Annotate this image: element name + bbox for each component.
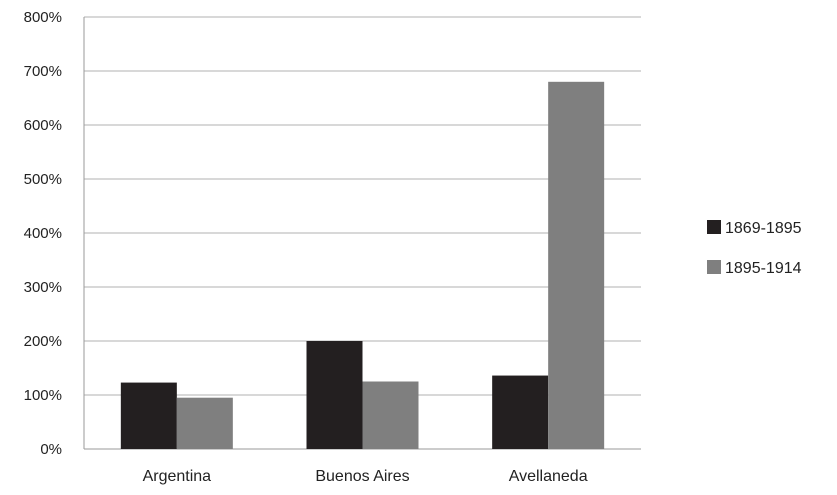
y-tick-label: 800% — [24, 9, 62, 26]
y-tick-label: 0% — [40, 441, 62, 458]
y-tick-label: 100% — [24, 387, 62, 404]
y-tick-label: 500% — [24, 171, 62, 188]
bar-1869-1895-buenos-aires — [306, 341, 363, 449]
y-tick-label: 400% — [24, 225, 62, 242]
x-category-label: Avellaneda — [509, 468, 588, 485]
y-tick-label: 600% — [24, 117, 62, 134]
bars — [120, 81, 605, 450]
y-tick-label: 200% — [24, 333, 62, 350]
bar-1869-1895-argentina — [120, 382, 177, 449]
legend: 1869-1895 1895-1914 — [707, 220, 802, 277]
x-axis-categories: Argentina Buenos Aires Avellaneda — [143, 468, 588, 485]
x-category-label: Buenos Aires — [315, 468, 409, 485]
bar-1869-1895-avellaneda — [492, 375, 549, 449]
x-category-label: Argentina — [143, 468, 212, 485]
bar-1895-1914-buenos-aires — [362, 381, 419, 449]
bar-1895-1914-argentina — [176, 397, 233, 449]
legend-label: 1869-1895 — [725, 220, 802, 237]
y-axis-ticks: 0% 100% 200% 300% 400% 500% 600% 700% 800% — [24, 9, 62, 458]
legend-label: 1895-1914 — [725, 260, 802, 277]
legend-swatch — [707, 260, 721, 274]
bar-1895-1914-avellaneda — [548, 81, 605, 450]
y-tick-label: 700% — [24, 63, 62, 80]
legend-swatch — [707, 220, 721, 234]
y-tick-label: 300% — [24, 279, 62, 296]
